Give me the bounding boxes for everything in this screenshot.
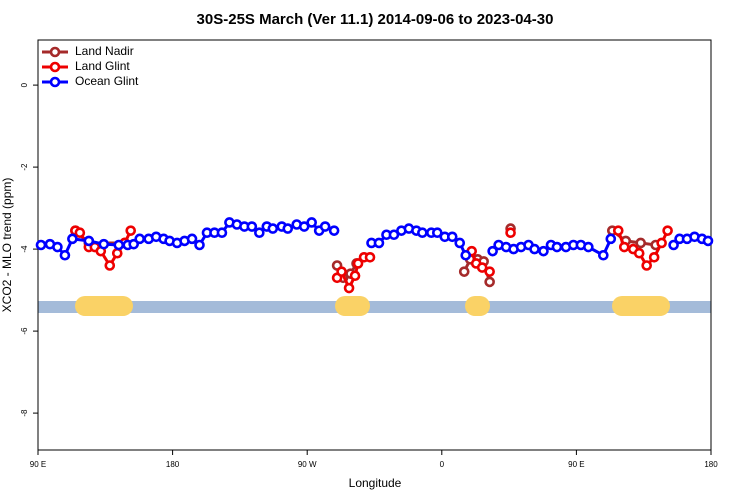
data-point	[282, 223, 294, 234]
data-point	[67, 233, 78, 245]
x-axis-label: Longitude	[349, 476, 402, 490]
data-point	[254, 227, 265, 238]
land-band	[612, 296, 670, 316]
legend-label: Land Nadir	[75, 44, 134, 58]
data-point	[364, 251, 376, 263]
data-point	[111, 247, 123, 259]
surface-band	[38, 296, 711, 316]
data-point	[216, 227, 228, 238]
data-point	[633, 247, 645, 259]
data-point	[298, 221, 310, 232]
x-tick-label: 180	[704, 460, 718, 469]
legend-marker	[49, 46, 61, 58]
data-point	[336, 266, 347, 277]
data-point	[134, 233, 145, 245]
land-band	[75, 296, 133, 316]
data-point	[538, 245, 549, 257]
data-point	[618, 241, 630, 253]
data-point	[343, 282, 355, 294]
legend-marker	[49, 76, 61, 88]
data-point	[306, 217, 317, 228]
data-point	[612, 225, 624, 236]
data-point	[484, 276, 495, 288]
x-tick-label: 90 E	[30, 460, 46, 469]
data-point	[74, 227, 86, 238]
data-point	[648, 251, 660, 263]
data-point	[417, 227, 428, 238]
x-tick-label: 90 W	[298, 460, 317, 469]
y-tick-label: 0	[20, 82, 29, 87]
data-point	[388, 229, 400, 241]
data-point	[662, 225, 673, 236]
land-band	[465, 296, 490, 316]
data-point	[52, 241, 63, 253]
data-point	[487, 245, 498, 257]
data-point	[113, 239, 125, 251]
data-point	[349, 270, 361, 282]
ocean-band	[38, 301, 711, 313]
y-tick-label: -4	[20, 245, 29, 253]
data-point	[656, 237, 667, 249]
data-point	[476, 262, 488, 273]
data-point	[432, 227, 443, 238]
data-point	[98, 238, 110, 250]
data-point	[458, 266, 470, 277]
data-point	[446, 231, 458, 243]
data-point	[246, 221, 258, 232]
data-point	[583, 241, 594, 253]
data-point	[702, 235, 714, 247]
x-tick-label: 180	[166, 460, 180, 469]
legend-label: Ocean Glint	[75, 74, 139, 88]
y-tick-label: -2	[20, 163, 29, 171]
y-axis-label: XCO2 - MLO trend (ppm)	[0, 178, 14, 313]
data-point	[454, 237, 466, 249]
data-point	[267, 223, 279, 234]
data-point	[186, 233, 198, 245]
data-point	[352, 258, 364, 269]
data-point	[529, 243, 540, 255]
legend-marker	[49, 61, 61, 73]
y-tick-label: -8	[20, 409, 29, 417]
data-point	[319, 221, 331, 232]
data-point	[598, 249, 609, 261]
y-tick-label: -6	[20, 327, 29, 335]
data-point	[328, 225, 340, 236]
data-point	[194, 239, 205, 251]
series	[35, 217, 714, 261]
data-point	[373, 237, 385, 249]
x-tick-label: 90 E	[568, 460, 584, 469]
data-point	[505, 227, 516, 238]
data-point	[635, 237, 647, 249]
x-tick-label: 0	[440, 460, 445, 469]
data-point	[605, 233, 617, 245]
data-point	[59, 249, 71, 261]
legend-label: Land Glint	[75, 59, 130, 73]
data-point	[83, 235, 95, 247]
data-point	[641, 260, 652, 271]
data-point	[551, 241, 563, 253]
data-point	[668, 239, 679, 251]
data-point	[104, 260, 116, 271]
data-point	[125, 225, 137, 236]
data-point	[460, 249, 472, 261]
data-point	[484, 266, 495, 277]
chart-title: 30S-25S March (Ver 11.1) 2014-09-06 to 2…	[197, 11, 554, 28]
data-point	[35, 239, 47, 251]
land-band	[335, 296, 370, 316]
